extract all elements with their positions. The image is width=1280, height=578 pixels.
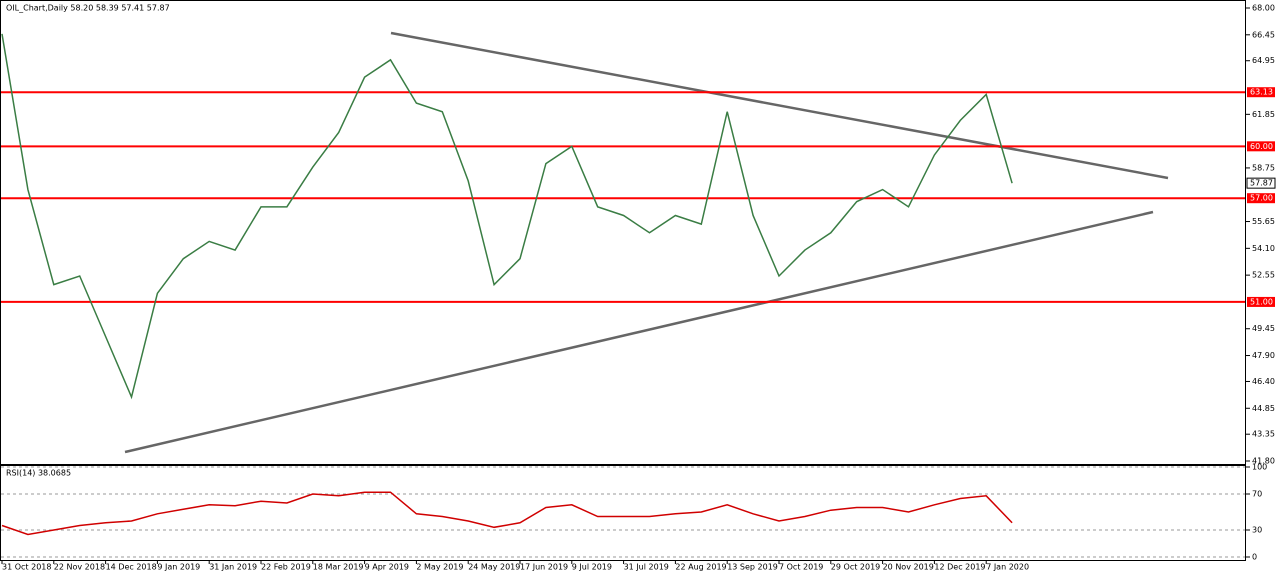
trend-line bbox=[124, 210, 1154, 454]
y-tick-label: 0 bbox=[1252, 553, 1257, 562]
y-tick-label: 44.85 bbox=[1252, 404, 1275, 413]
level-label: 51.00 bbox=[1250, 297, 1273, 306]
x-tick-label: 29 Oct 2019 bbox=[831, 563, 880, 572]
series-line bbox=[1, 33, 1013, 400]
x-tick-label: 9 Apr 2019 bbox=[365, 563, 409, 572]
level-tag bbox=[1247, 141, 1275, 152]
x-tick-label: 17 Jun 2019 bbox=[520, 563, 568, 572]
x-tick-label: 20 Nov 2019 bbox=[883, 563, 934, 572]
y-tick-label: 61.85 bbox=[1252, 110, 1275, 119]
x-tick-label: 12 Dec 2019 bbox=[934, 563, 985, 572]
last-price-tag bbox=[1246, 177, 1276, 189]
y-tick-label: 68.00 bbox=[1252, 4, 1275, 13]
y-tick-label: 100 bbox=[1252, 463, 1267, 472]
level-tag bbox=[1247, 87, 1275, 98]
x-tick-label: 14 Dec 2018 bbox=[106, 563, 157, 572]
x-tick-label: 18 Mar 2019 bbox=[313, 563, 364, 572]
y-tick-label: 64.95 bbox=[1252, 56, 1275, 65]
chart-title: OIL_Chart,Daily 58.20 58.39 57.41 57.87 bbox=[6, 4, 170, 13]
level-label: 63.13 bbox=[1250, 88, 1273, 97]
y-tick-label: 54.10 bbox=[1252, 244, 1275, 253]
level-tag bbox=[1247, 296, 1275, 307]
rsi-panel bbox=[0, 465, 1246, 561]
x-tick-label: 22 Nov 2018 bbox=[54, 563, 105, 572]
series-line bbox=[1, 491, 1013, 536]
x-tick-label: 2 May 2019 bbox=[416, 563, 463, 572]
x-tick-label: 9 Jul 2019 bbox=[572, 563, 612, 572]
x-tick-label: 7 Oct 2019 bbox=[779, 563, 823, 572]
x-tick-label: 7 Jan 2020 bbox=[986, 563, 1029, 572]
y-tick-label: 47.90 bbox=[1252, 351, 1275, 360]
x-tick-label: 24 May 2019 bbox=[468, 563, 520, 572]
y-tick-label: 30 bbox=[1252, 526, 1262, 535]
y-tick-label: 49.45 bbox=[1252, 324, 1275, 333]
x-tick-label: 31 Jan 2019 bbox=[209, 563, 257, 572]
rsi-title: RSI(14) 38.0685 bbox=[6, 469, 71, 478]
x-tick-label: 22 Aug 2019 bbox=[675, 563, 726, 572]
y-tick-label: 55.65 bbox=[1252, 217, 1275, 226]
x-tick-label: 9 Jan 2019 bbox=[157, 563, 200, 572]
y-tick-label: 52.55 bbox=[1252, 271, 1275, 280]
level-label: 60.00 bbox=[1250, 142, 1273, 151]
x-tick-label: 31 Oct 2018 bbox=[2, 563, 51, 572]
level-tag bbox=[1247, 193, 1275, 204]
y-tick-label: 46.40 bbox=[1252, 377, 1275, 386]
y-tick-label: 41.80 bbox=[1252, 457, 1275, 466]
y-tick-label: 58.75 bbox=[1252, 163, 1275, 172]
x-tick-label: 13 Sep 2019 bbox=[727, 563, 778, 572]
y-tick-label: 66.45 bbox=[1252, 30, 1275, 39]
y-tick-label: 70 bbox=[1252, 490, 1262, 499]
trend-line bbox=[390, 31, 1169, 180]
last-price-label: 57.87 bbox=[1250, 179, 1273, 188]
price-panel bbox=[0, 0, 1246, 465]
level-label: 57.00 bbox=[1250, 194, 1273, 203]
x-tick-label: 31 Jul 2019 bbox=[624, 563, 669, 572]
y-tick-label: 43.35 bbox=[1252, 430, 1275, 439]
x-tick-label: 22 Feb 2019 bbox=[261, 563, 311, 572]
